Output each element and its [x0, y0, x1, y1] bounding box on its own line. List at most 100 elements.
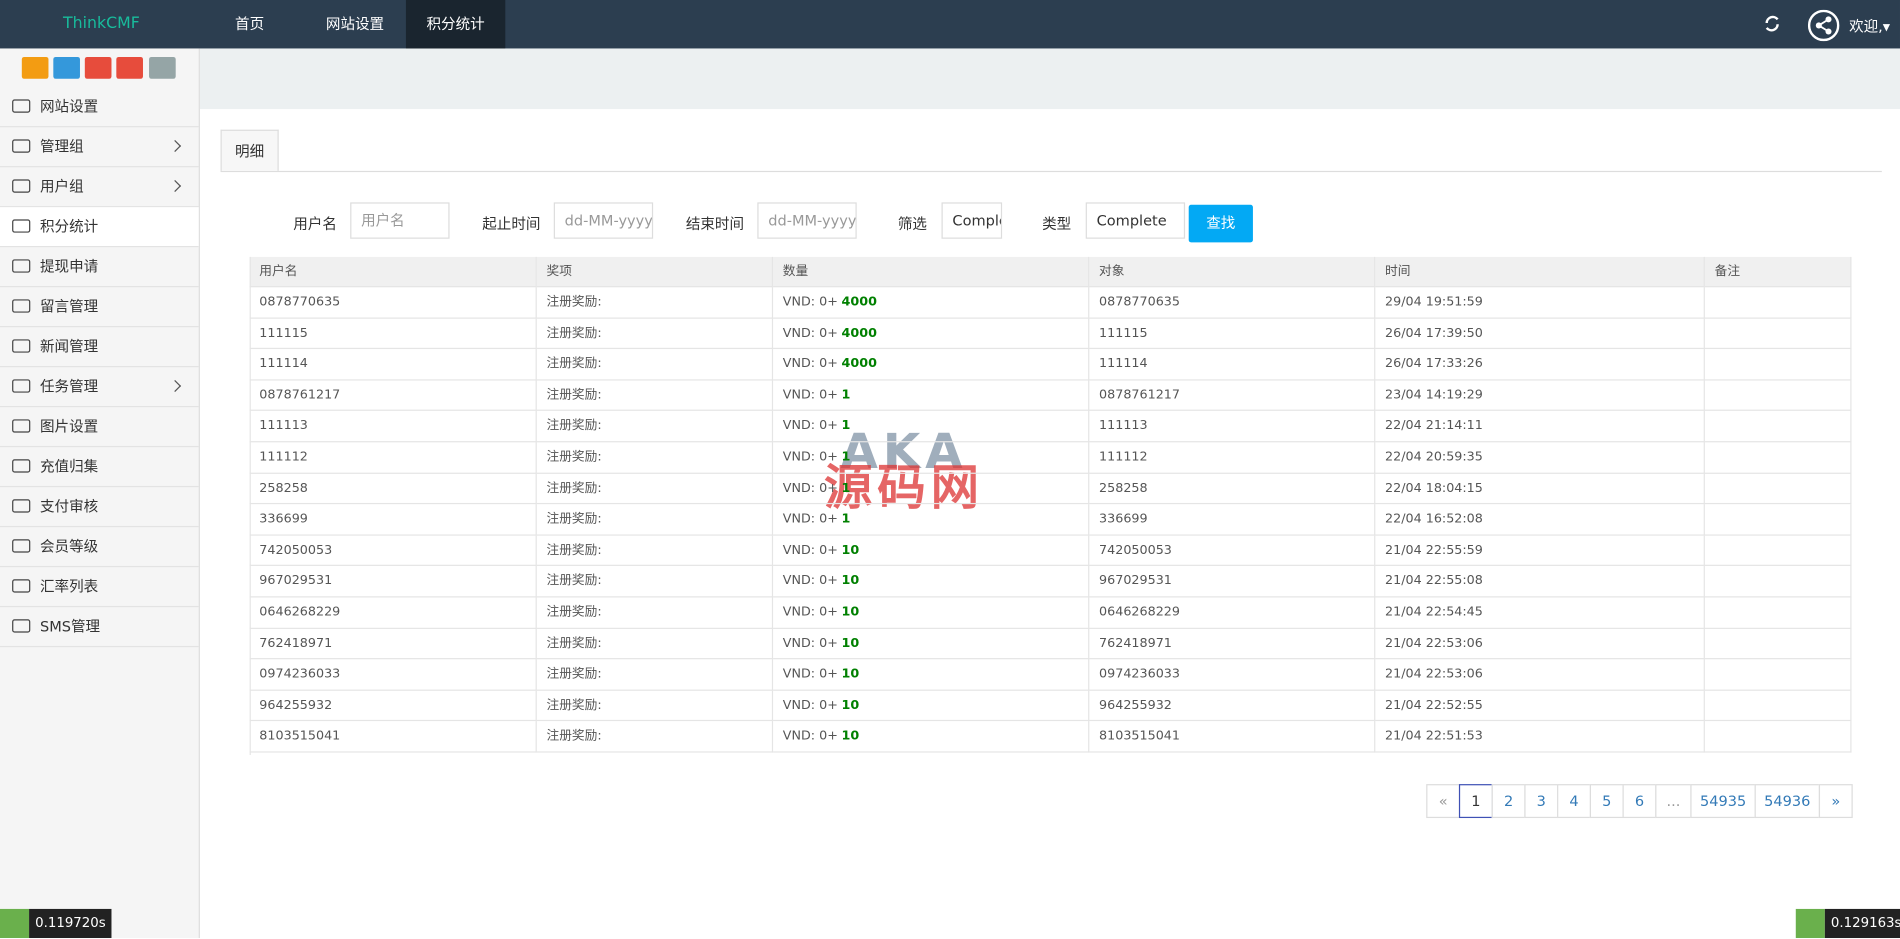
page-link[interactable]: 1: [1458, 784, 1493, 819]
filter-input[interactable]: Complete: [1085, 202, 1186, 239]
currency: VND: 0+: [782, 449, 838, 465]
table-cell: [1704, 628, 1852, 660]
filter-input[interactable]: dd-MM-yyyy: [553, 202, 654, 239]
sidebar-item[interactable]: 提现申请: [0, 247, 199, 288]
nav-item[interactable]: 首页: [235, 15, 265, 33]
table-cell: [1704, 442, 1852, 474]
sidebar-item[interactable]: 新闻管理: [0, 327, 199, 368]
nav-item[interactable]: 积分统计: [405, 0, 506, 49]
sidebar-item[interactable]: 网站设置: [0, 87, 199, 128]
sidebar-item[interactable]: 管理组: [0, 127, 199, 168]
sidebar-item[interactable]: 汇率列表: [0, 567, 199, 608]
table-cell: 762418971: [249, 628, 537, 660]
header-band: [199, 48, 1900, 110]
sidebar-item[interactable]: 留言管理: [0, 287, 199, 328]
sidebar-icon: [12, 219, 31, 233]
table-cell: 注册奖励:: [536, 380, 774, 412]
welcome[interactable]: 欢迎,▾: [1849, 18, 1891, 36]
table-cell: 967029531: [249, 566, 537, 598]
sidebar-item[interactable]: 支付审核: [0, 487, 199, 528]
table-cell: 111114: [1089, 349, 1376, 381]
table-cell: 964255932: [249, 690, 537, 722]
toolbar-button[interactable]: [84, 56, 112, 79]
table-cell: 111113: [1089, 411, 1376, 443]
filter-label: 结束时间: [685, 215, 745, 233]
currency: VND: 0+: [782, 728, 838, 744]
sidebar-item[interactable]: 任务管理: [0, 367, 199, 408]
toolbar-button[interactable]: [53, 56, 80, 79]
page-link[interactable]: »: [1818, 784, 1853, 819]
currency: VND: 0+: [782, 573, 838, 589]
table-cell: 22/04 21:14:11: [1375, 411, 1705, 443]
sidebar-item[interactable]: 图片设置: [0, 407, 199, 448]
table-cell: 注册奖励:: [536, 721, 774, 753]
page-link[interactable]: 54935: [1690, 784, 1756, 819]
page-link[interactable]: 6: [1622, 784, 1657, 819]
table-cell: 762418971: [1089, 628, 1376, 660]
toolbar-button[interactable]: [21, 56, 49, 79]
sidebar-icon: [12, 419, 31, 433]
toolbar-button[interactable]: [149, 56, 176, 79]
sidebar-item[interactable]: 会员等级: [0, 527, 199, 568]
currency: VND: 0+: [782, 511, 838, 527]
filter-input[interactable]: Comple: [941, 202, 1003, 239]
tab[interactable]: 明细: [220, 129, 279, 171]
search-button[interactable]: 查找: [1188, 204, 1253, 243]
table-cell: 258258: [1089, 473, 1376, 505]
table-cell: VND: 0+ 10: [773, 597, 1090, 629]
table-cell: 29/04 19:51:59: [1375, 287, 1705, 319]
sidebar-item[interactable]: 用户组: [0, 167, 199, 208]
table-cell: 964255932: [1089, 690, 1376, 722]
nav-item[interactable]: 网站设置: [325, 15, 385, 33]
sidebar-label: 留言管理: [39, 298, 99, 316]
table-cell: [1704, 535, 1852, 567]
table-cell: 注册奖励:: [536, 318, 774, 350]
filter-input[interactable]: dd-MM-yyyy: [757, 202, 857, 239]
sidebar-item[interactable]: SMS管理: [0, 607, 199, 648]
amount: 4000: [841, 294, 877, 310]
page-link[interactable]: «: [1426, 784, 1461, 819]
sidebar-label: 充值归集: [39, 458, 99, 476]
sidebar-item[interactable]: 充值归集: [0, 447, 199, 488]
page-link[interactable]: 3: [1524, 784, 1559, 819]
table-cell: VND: 0+ 1: [773, 473, 1090, 505]
column-header: 奖项: [536, 256, 774, 288]
sidebar-icon: [12, 619, 31, 633]
avatar[interactable]: [1807, 9, 1840, 42]
amount: 4000: [841, 325, 877, 341]
amount: 1: [841, 387, 851, 403]
table-cell: 注册奖励:: [536, 628, 774, 660]
filter-input[interactable]: 用户名: [350, 202, 450, 239]
sidebar-label: 汇率列表: [39, 578, 99, 596]
page-link[interactable]: 4: [1557, 784, 1592, 819]
table-cell: 111115: [1089, 318, 1376, 350]
page-link[interactable]: ...: [1655, 784, 1692, 819]
table-cell: 注册奖励:: [536, 597, 774, 629]
sidebar-icon: [12, 539, 31, 553]
table-cell: VND: 0+ 10: [773, 535, 1090, 567]
page-link[interactable]: 2: [1491, 784, 1526, 819]
amount: 1: [841, 418, 851, 434]
logo[interactable]: ThinkCMF: [63, 14, 140, 33]
column-header: 时间: [1375, 256, 1705, 288]
table-cell: 21/04 22:54:45: [1375, 597, 1705, 629]
table-cell: 111112: [1089, 442, 1376, 474]
page-link[interactable]: 54936: [1754, 784, 1821, 819]
amount: 10: [841, 697, 860, 713]
sidebar-item[interactable]: 积分统计: [0, 207, 199, 248]
amount: 10: [841, 635, 860, 651]
page-link[interactable]: 5: [1589, 784, 1624, 819]
table-cell: 742050053: [249, 535, 537, 567]
table-cell: 注册奖励:: [536, 287, 774, 319]
table-cell: 注册奖励:: [536, 535, 774, 567]
toolbar-button[interactable]: [116, 56, 143, 79]
currency: VND: 0+: [782, 666, 838, 682]
refresh-icon[interactable]: [1763, 15, 1781, 33]
currency: VND: 0+: [782, 542, 838, 558]
column-header: 备注: [1704, 256, 1852, 288]
table-cell: 111115: [249, 318, 537, 350]
table-cell: VND: 0+ 4000: [773, 287, 1090, 319]
table-cell: 111114: [249, 349, 537, 381]
